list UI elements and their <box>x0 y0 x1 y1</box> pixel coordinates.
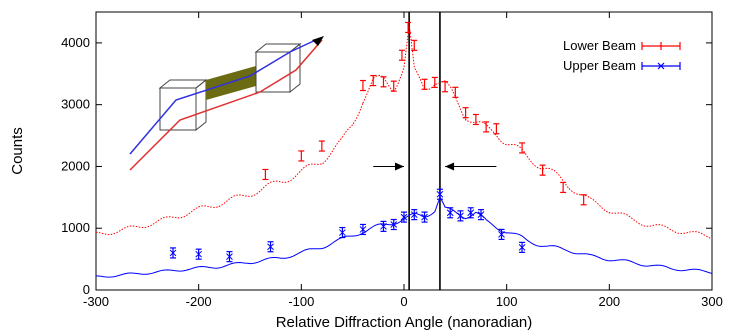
point-marker <box>380 223 387 230</box>
data-point-upper-beam <box>446 207 454 219</box>
data-point-lower-beam <box>539 164 546 176</box>
data-point-upper-beam <box>518 241 526 253</box>
data-point-upper-beam <box>498 228 505 240</box>
data-point-lower-beam <box>421 78 428 90</box>
data-point-lower-beam <box>560 181 567 194</box>
data-point-lower-beam <box>318 140 325 152</box>
annotation-arrowhead <box>445 162 455 171</box>
x-tick-label: -200 <box>186 294 212 309</box>
annotation-arrowhead <box>395 162 404 171</box>
x-tick-label: 100 <box>496 294 518 309</box>
data-point-lower-beam <box>452 86 459 98</box>
data-point-upper-beam <box>421 211 428 223</box>
x-tick-label: 200 <box>598 294 620 309</box>
point-marker <box>467 209 475 217</box>
x-tick-label: 300 <box>701 294 723 309</box>
point-marker <box>339 229 346 236</box>
x-tick-label: 0 <box>400 294 407 309</box>
point-marker <box>226 253 233 260</box>
point-marker <box>477 211 485 218</box>
legend-label: Upper Beam <box>563 58 636 73</box>
point-marker <box>457 212 464 220</box>
data-point-upper-beam <box>359 223 367 236</box>
series-line-upper-beam <box>95 195 713 278</box>
plot-frame <box>95 11 713 291</box>
data-point-lower-beam <box>493 123 500 135</box>
legend-label: Lower Beam <box>563 38 636 53</box>
data-point-lower-beam <box>398 49 405 61</box>
point-marker <box>410 211 418 218</box>
x-tick-label: -300 <box>83 294 109 309</box>
y-tick-label: 1000 <box>61 220 90 235</box>
data-point-lower-beam <box>359 79 366 92</box>
x-tick-label: -100 <box>288 294 314 309</box>
point-marker <box>421 213 428 221</box>
point-marker <box>359 226 367 233</box>
point-marker <box>498 231 505 238</box>
data-point-lower-beam <box>390 80 397 92</box>
point-marker <box>169 249 177 257</box>
point-marker <box>446 209 454 217</box>
data-point-upper-beam <box>226 251 233 263</box>
data-point-upper-beam <box>457 210 464 222</box>
data-point-lower-beam <box>442 81 449 93</box>
data-point-lower-beam <box>462 107 469 119</box>
y-tick-label: 4000 <box>61 35 90 50</box>
y-axis-label: Counts <box>9 127 26 175</box>
data-point-upper-beam <box>267 241 274 253</box>
data-point-upper-beam <box>400 211 408 223</box>
data-point-upper-beam <box>339 226 346 239</box>
data-point-upper-beam <box>169 247 177 259</box>
data-point-upper-beam <box>195 248 203 260</box>
data-point-upper-beam <box>410 209 418 221</box>
data-point-lower-beam <box>380 76 387 88</box>
data-point-lower-beam <box>298 150 305 162</box>
beam-splitter-diagram-icon <box>129 36 324 171</box>
point-marker <box>390 221 398 228</box>
y-tick-label: 3000 <box>61 97 90 112</box>
data-point-lower-beam <box>431 76 438 89</box>
point-marker <box>436 190 444 198</box>
data-point-lower-beam <box>262 168 269 181</box>
y-tick-label: 0 <box>83 282 90 297</box>
data-point-upper-beam <box>380 220 387 232</box>
x-axis-label: Relative Diffraction Angle (nanoradian) <box>276 314 533 331</box>
data-point-upper-beam <box>390 218 398 231</box>
data-point-lower-beam <box>411 39 418 51</box>
data-point-lower-beam <box>370 74 377 87</box>
point-marker <box>267 243 274 251</box>
data-point-lower-beam <box>472 113 479 126</box>
series-line-lower-beam <box>95 24 713 240</box>
point-marker <box>195 250 203 258</box>
data-point-lower-beam <box>580 194 587 206</box>
data-point-lower-beam <box>405 21 412 34</box>
legend-marker <box>657 62 665 70</box>
point-marker <box>400 213 408 221</box>
data-point-upper-beam <box>467 207 475 219</box>
data-point-upper-beam <box>436 188 444 200</box>
y-tick-label: 2000 <box>61 158 90 173</box>
point-marker <box>518 244 526 251</box>
data-point-lower-beam <box>483 121 490 133</box>
data-point-upper-beam <box>477 209 485 221</box>
data-point-lower-beam <box>519 142 526 154</box>
